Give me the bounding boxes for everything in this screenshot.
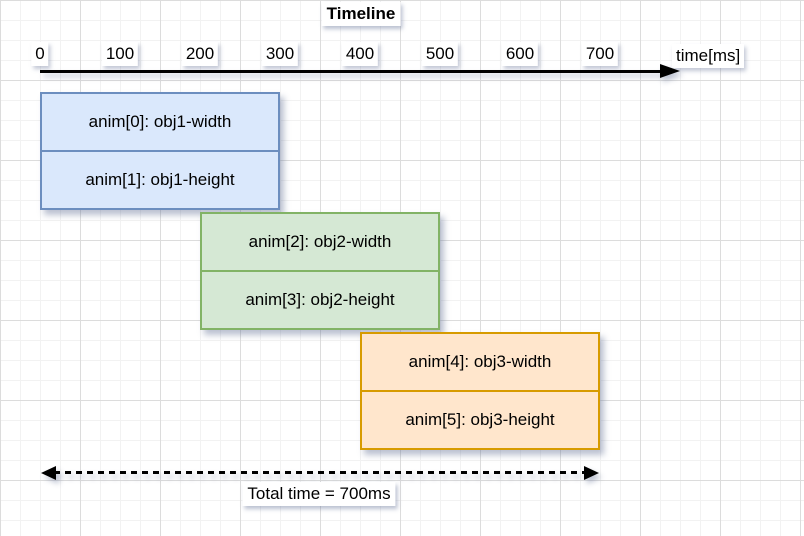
axis-tick-400: 400 xyxy=(341,42,379,66)
obj1-bar-group: anim[0]: obj1-width anim[1]: obj1-height xyxy=(40,92,280,210)
axis-tick-700: 700 xyxy=(581,42,619,66)
axis-tick-100: 100 xyxy=(101,42,139,66)
anim-bar-3: anim[3]: obj2-height xyxy=(200,270,440,330)
time-axis-arrowhead-icon xyxy=(660,64,680,78)
anim-bar-4: anim[4]: obj3-width xyxy=(360,332,600,392)
anim-bar-1: anim[1]: obj1-height xyxy=(40,150,280,210)
anim-bar-5: anim[5]: obj3-height xyxy=(360,390,600,450)
anim-bar-0: anim[0]: obj1-width xyxy=(40,92,280,152)
obj3-bar-group: anim[4]: obj3-width anim[5]: obj3-height xyxy=(360,332,600,450)
axis-tick-500: 500 xyxy=(421,42,459,66)
obj2-bar-group: anim[2]: obj2-width anim[3]: obj2-height xyxy=(200,212,440,330)
axis-tick-300: 300 xyxy=(261,42,299,66)
axis-tick-0: 0 xyxy=(31,42,49,66)
axis-tick-600: 600 xyxy=(501,42,539,66)
dashed-span-line xyxy=(54,471,586,474)
arrowhead-left-icon xyxy=(41,466,56,480)
anim-bar-2: anim[2]: obj2-width xyxy=(200,212,440,272)
axis-tick-200: 200 xyxy=(181,42,219,66)
diagram-title: Timeline xyxy=(321,2,401,26)
arrowhead-right-icon xyxy=(584,466,599,480)
axis-unit-label: time[ms] xyxy=(672,44,745,68)
time-axis-line xyxy=(40,70,662,73)
total-time-label: Total time = 700ms xyxy=(242,482,396,506)
